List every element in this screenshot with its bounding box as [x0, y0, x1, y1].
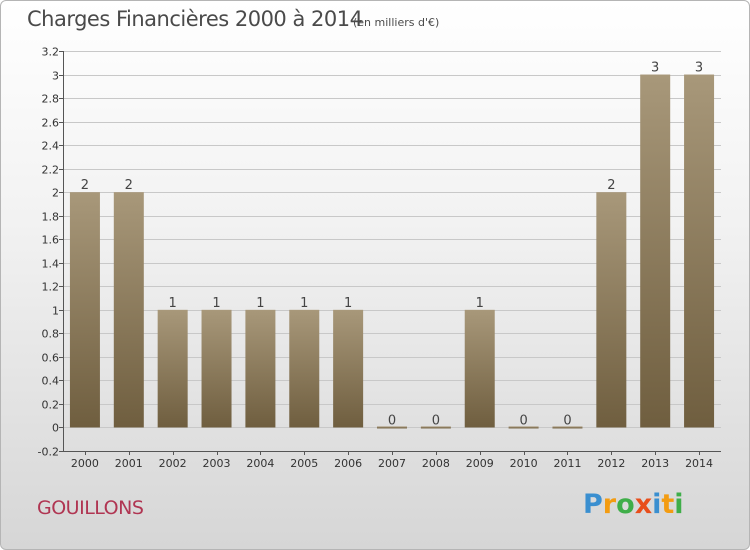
- bar: [113, 192, 144, 428]
- y-tick-label: 1.4: [42, 258, 60, 271]
- data-label: 3: [695, 61, 703, 76]
- y-tick-label: 0.8: [42, 328, 60, 341]
- y-tick-label: 1.8: [42, 211, 60, 224]
- data-label: 1: [344, 296, 352, 311]
- bar: [201, 309, 232, 428]
- axes: -0.2 0 0.2 0.4 0.6 0.8 1 1.2 1.4 1.6 1.8 2 2.2 2.4 2.6…: [38, 46, 721, 470]
- bar: [333, 309, 364, 428]
- x-tick-label: 2000: [71, 457, 99, 470]
- logo-letter: i: [674, 489, 684, 520]
- logo-letter: x: [634, 489, 653, 520]
- x-tick-label: 2007: [378, 457, 406, 470]
- x-tick-label: 2009: [466, 457, 494, 470]
- bar: [377, 426, 407, 429]
- y-tick-label: -0.2: [38, 446, 59, 459]
- data-label: 2: [607, 178, 615, 193]
- bar: [289, 309, 320, 428]
- data-label: 2: [81, 178, 89, 193]
- bar: [684, 74, 715, 428]
- bar: [596, 192, 627, 428]
- bar: [464, 309, 495, 428]
- y-tick-label: 2.6: [42, 117, 60, 130]
- x-tick-label: 2006: [334, 457, 362, 470]
- y-tick-label: 0: [52, 422, 59, 435]
- chart-title: Charges Financières 2000 à 2014: [27, 7, 363, 31]
- data-label: 1: [212, 296, 220, 311]
- bar: [640, 74, 671, 428]
- logo-letter: P: [583, 489, 603, 520]
- bar: [420, 426, 451, 429]
- y-tick-label: 0.4: [42, 375, 60, 388]
- y-tick-label: 2.2: [42, 164, 60, 177]
- x-tick-label: 2003: [203, 457, 231, 470]
- logo-letter: i: [652, 489, 662, 520]
- y-tick-label: 0.6: [42, 352, 60, 365]
- y-tick-label: 2.8: [42, 93, 60, 106]
- data-labels: 2 2 1 1 1 1 1 0 0 1 0 0 2 3 3: [81, 61, 703, 429]
- x-tick-label: 2010: [510, 457, 538, 470]
- x-tick-label: 2008: [422, 457, 450, 470]
- bar: [69, 192, 100, 428]
- data-label: 0: [519, 413, 527, 428]
- y-tick-label: 2: [52, 187, 59, 200]
- bars: [69, 74, 715, 429]
- x-tick-label: 2014: [685, 457, 713, 470]
- x-tick-label: 2001: [115, 457, 143, 470]
- chart-subtitle: (en milliers d'€): [353, 16, 440, 29]
- logo-letter: r: [602, 489, 617, 520]
- data-label: 0: [563, 413, 571, 428]
- data-label: 1: [476, 296, 484, 311]
- y-tick-label: 1.2: [42, 281, 60, 294]
- x-tick-label: 2005: [290, 457, 318, 470]
- data-label: 1: [300, 296, 308, 311]
- bar: [508, 426, 539, 429]
- y-tick-label: 3: [52, 70, 59, 83]
- x-tick-label: 2012: [597, 457, 625, 470]
- bar: [245, 309, 276, 428]
- data-label: 2: [125, 178, 133, 193]
- x-tick-label: 2002: [159, 457, 187, 470]
- y-tick-label: 1.6: [42, 234, 60, 247]
- x-tick-label: 2004: [246, 457, 274, 470]
- y-tick-label: 3.2: [42, 46, 60, 59]
- data-label: 3: [651, 61, 659, 76]
- data-label: 0: [388, 413, 396, 428]
- y-tick-label: 2.4: [42, 140, 60, 153]
- x-tick-label: 2011: [553, 457, 581, 470]
- proxiti-logo: Proxiti: [583, 489, 684, 520]
- data-label: 1: [169, 296, 177, 311]
- x-tick-label: 2013: [641, 457, 669, 470]
- logo-letter: o: [616, 489, 635, 520]
- bar: [157, 309, 188, 428]
- y-tick-label: 1: [52, 305, 59, 318]
- logo-letter: t: [661, 489, 675, 520]
- bar: [552, 426, 583, 429]
- data-label: 0: [432, 413, 440, 428]
- data-label: 1: [256, 296, 264, 311]
- commune-name: GOUILLONS: [37, 497, 144, 519]
- y-tick-label: 0.2: [42, 399, 60, 412]
